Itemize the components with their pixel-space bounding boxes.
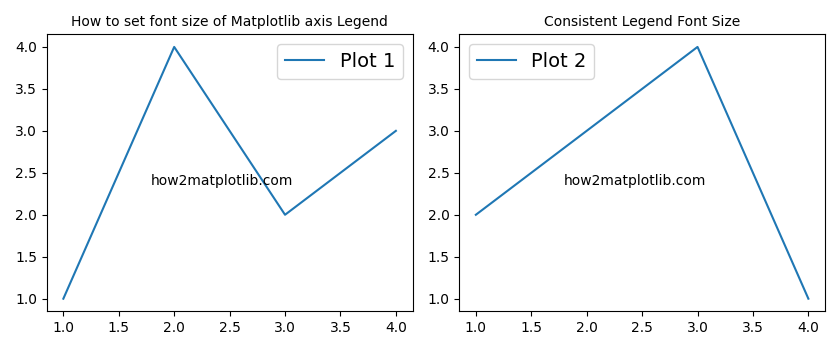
- Title: Consistent Legend Font Size: Consistent Legend Font Size: [544, 15, 740, 29]
- Legend: Plot 2: Plot 2: [469, 44, 595, 79]
- Plot 1: [58, 296, 68, 301]
- Legend: Plot 1: Plot 1: [277, 44, 402, 79]
- Line: Plot 1: Plot 1: [63, 47, 396, 299]
- Title: How to set font size of Matplotlib axis Legend: How to set font size of Matplotlib axis …: [71, 15, 388, 29]
- Line: Plot 2: Plot 2: [475, 47, 808, 299]
- Plot 2: [803, 296, 813, 301]
- Plot 2: [692, 45, 702, 49]
- Plot 2: [470, 213, 480, 217]
- Text: how2matplotlib.com: how2matplotlib.com: [151, 174, 293, 188]
- Plot 1: [391, 129, 401, 133]
- Text: how2matplotlib.com: how2matplotlib.com: [564, 174, 706, 188]
- Plot 1: [280, 213, 290, 217]
- Plot 1: [169, 45, 179, 49]
